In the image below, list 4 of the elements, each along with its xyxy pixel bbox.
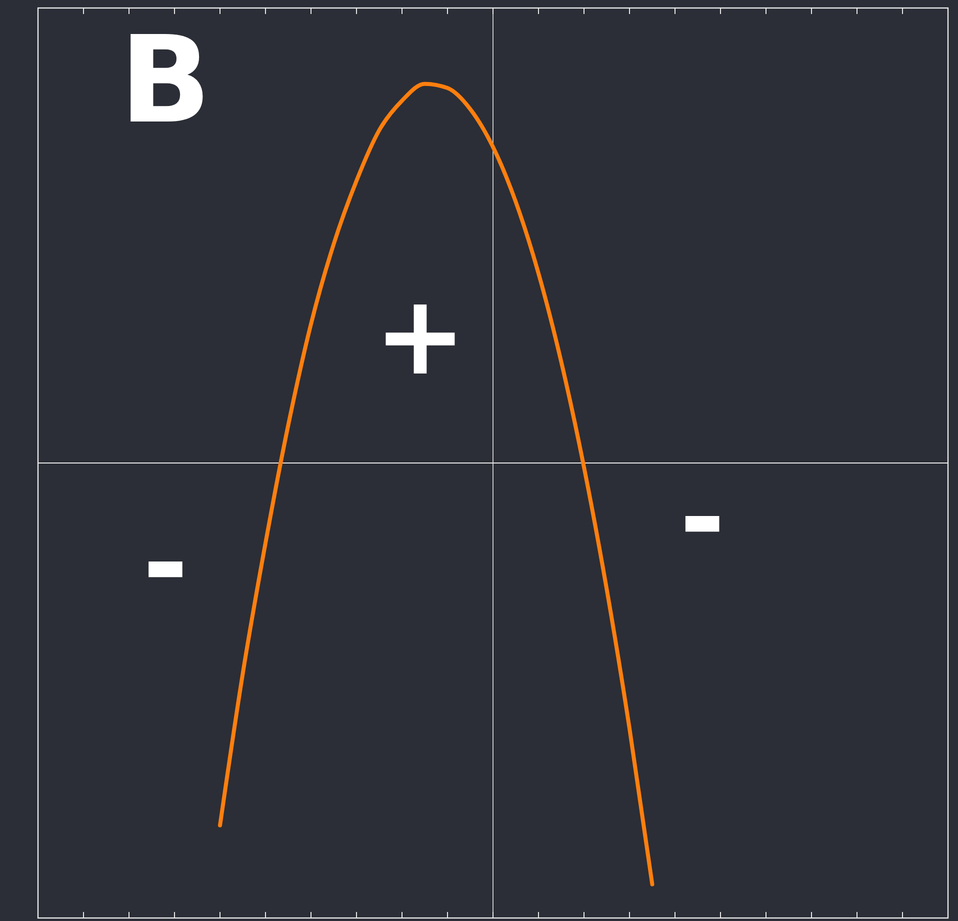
annotation: - [142,499,188,628]
annotation: B [120,11,212,150]
annotation: - [679,454,726,582]
annotation: + [374,272,466,400]
